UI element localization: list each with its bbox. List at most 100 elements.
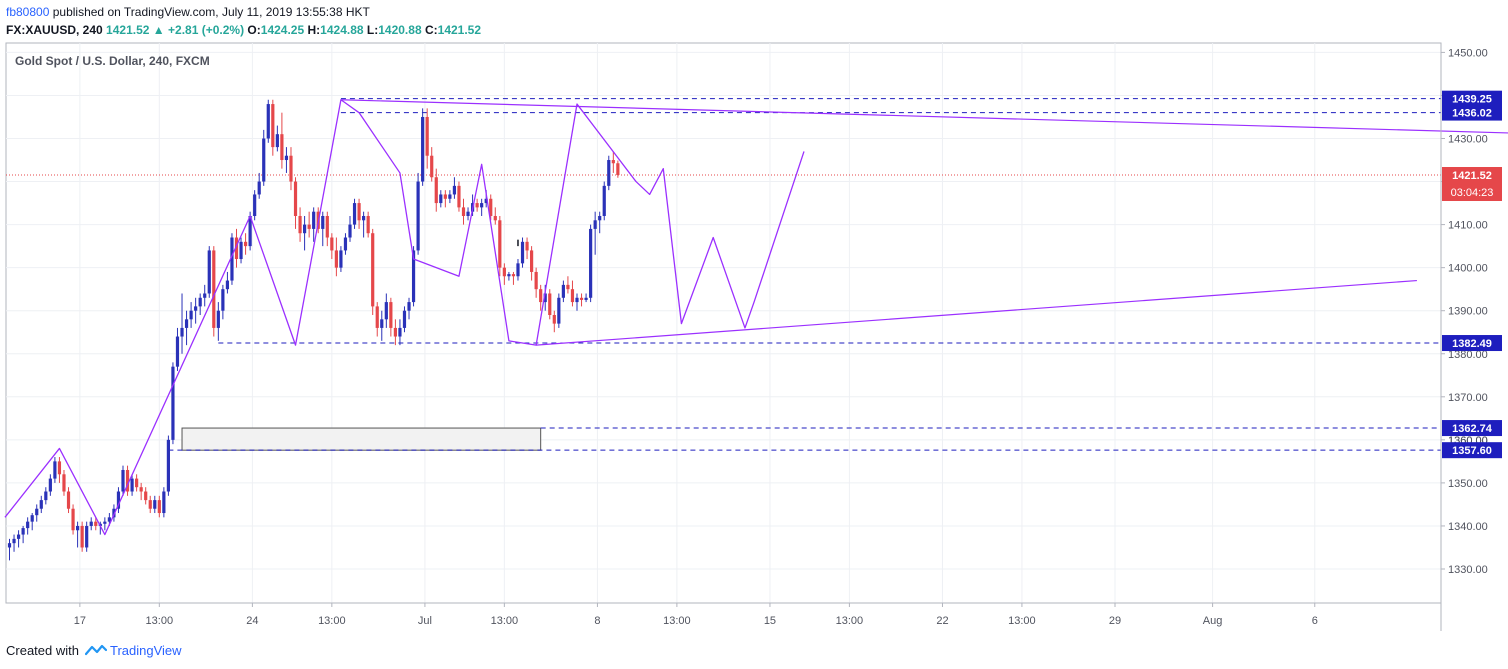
time-tick-label: 13:00 <box>663 615 691 627</box>
candle-body <box>357 203 361 221</box>
candle-body <box>184 319 189 328</box>
plot-area[interactable] <box>5 42 1442 604</box>
candle-body <box>62 474 66 492</box>
drawings-layer <box>4 99 1508 536</box>
candle-body <box>216 310 220 328</box>
candle-body <box>189 310 193 320</box>
candle-body <box>325 215 329 238</box>
candle-body <box>221 289 225 311</box>
candle-body <box>398 327 402 337</box>
candle-body <box>557 297 561 324</box>
candle-body <box>452 185 457 195</box>
candle-body <box>425 116 429 156</box>
candle-body <box>271 104 275 148</box>
candle-body <box>539 289 543 303</box>
trend-line <box>340 99 1508 134</box>
level-price-tag <box>1442 442 1502 459</box>
zigzag-wave-line <box>4 99 805 536</box>
time-tick-label: 17 <box>74 615 86 627</box>
high-value: 1424.88 <box>320 23 364 37</box>
candle-body <box>125 469 130 492</box>
candle-body <box>85 525 89 548</box>
candle-body <box>457 185 461 208</box>
candle-body <box>461 207 466 216</box>
tradingview-brand-link[interactable]: TradingView <box>110 643 182 658</box>
range-box-layer <box>181 427 542 451</box>
time-tick-label: 13:00 <box>836 615 864 627</box>
candle-body <box>534 271 538 290</box>
candle-body <box>112 508 116 518</box>
price-tick-label: 1340.00 <box>1448 521 1488 533</box>
bar-countdown-label: 03:04:23 <box>1451 187 1494 199</box>
level-price-tag <box>1442 420 1502 437</box>
candle-body <box>566 284 570 290</box>
level-lines-layer <box>6 98 1441 451</box>
high-label: H: <box>307 23 321 37</box>
candle-body <box>253 194 257 216</box>
time-tick-label: 13:00 <box>1008 615 1036 627</box>
candle-body <box>466 211 470 216</box>
candle-body <box>389 302 393 328</box>
symbol-label: FX:XAUUSD, 240 <box>6 23 103 37</box>
price-tick-label: 1450.00 <box>1448 47 1488 59</box>
price-tick-label: 1330.00 <box>1448 564 1488 576</box>
price-tick-label: 1430.00 <box>1448 134 1488 146</box>
level-price-tag <box>1442 90 1502 107</box>
current-price-tag <box>1442 167 1502 202</box>
price-tick-label: 1380.00 <box>1448 349 1488 361</box>
candle-body <box>393 327 397 337</box>
candle-body <box>348 224 352 238</box>
candle-body <box>584 297 588 300</box>
candle-body <box>307 224 311 229</box>
candle-body <box>543 293 547 303</box>
candle-body <box>607 160 611 186</box>
candle-body <box>380 319 384 328</box>
candle-body <box>57 461 62 475</box>
grid-layer <box>6 43 1441 603</box>
time-tick-label: 8 <box>594 615 600 627</box>
candle-body <box>148 500 152 509</box>
level-price-label: 1439.25 <box>1452 94 1492 106</box>
time-tick-label: 24 <box>246 615 258 627</box>
candle-body <box>266 104 270 139</box>
candle-body <box>303 224 307 234</box>
candle-body <box>489 198 493 216</box>
candle-body <box>35 508 39 516</box>
candle-body <box>293 181 298 216</box>
chart-header: fb80800 published on TradingView.com, Ju… <box>6 4 481 38</box>
price-axis[interactable]: 1330.001340.001350.001360.001370.001380.… <box>1441 47 1488 576</box>
candle-body <box>30 515 34 522</box>
candle-body <box>175 336 180 367</box>
time-tick-label: 29 <box>1109 615 1121 627</box>
candle-body <box>321 215 325 229</box>
candle-body <box>12 538 16 544</box>
candle-body <box>171 366 175 440</box>
publish-line: fb80800 published on TradingView.com, Ju… <box>6 4 481 20</box>
trend-line <box>536 279 1417 346</box>
time-tick-label: 15 <box>764 615 776 627</box>
candle-body <box>44 491 48 501</box>
candle-body <box>352 203 357 225</box>
chart-title: Gold Spot / U.S. Dollar, 240, FXCM <box>15 54 210 68</box>
open-value: 1424.25 <box>260 23 305 37</box>
candle-body <box>475 203 479 208</box>
candle-body <box>298 215 302 234</box>
time-tick-label: 13:00 <box>491 615 519 627</box>
candles-layer <box>7 99 620 561</box>
candle-body <box>203 293 207 298</box>
candle-body <box>230 237 234 281</box>
author-link[interactable]: fb80800 <box>6 5 50 19</box>
candle-body <box>484 198 488 204</box>
candle-body <box>520 241 525 264</box>
candle-body <box>248 215 252 247</box>
candle-body <box>116 491 121 509</box>
time-axis[interactable]: 17 13:00 24 13:00 Jul 13:00 8 13:00 15 13:00 22 13:… <box>74 603 1318 627</box>
price-labels-layer: 1360.001439.251436.021382.491362.741357.… <box>1442 90 1502 459</box>
candle-body <box>434 177 438 204</box>
range-box <box>181 427 542 451</box>
time-tick-label: Aug <box>1203 615 1223 627</box>
candle-body <box>21 528 25 535</box>
time-tick-label: 22 <box>936 615 948 627</box>
candle-body <box>334 250 338 268</box>
